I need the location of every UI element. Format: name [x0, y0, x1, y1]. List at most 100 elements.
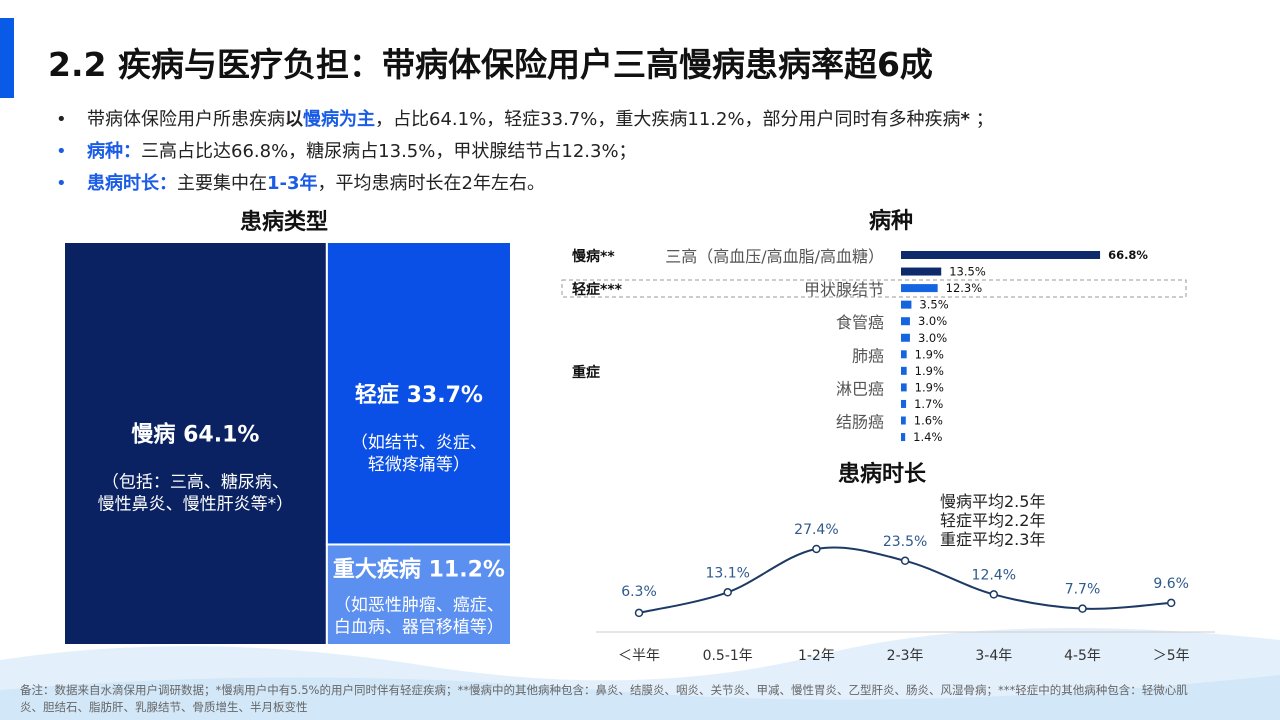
bullet-marker: • — [56, 141, 67, 162]
point — [989, 590, 999, 599]
value-label: 23.5% — [883, 534, 927, 550]
category-label: 轻症 — [355, 382, 399, 408]
chart-title: 病种 — [869, 208, 913, 234]
cell-label: 重大疾病 11.2% — [333, 556, 505, 582]
treemap-cell — [63, 241, 328, 646]
bullet-text: ，占比64.1%，轻症33.7%，重大疾病11.2%，部分用户同时有多种疾病 — [375, 109, 961, 130]
bullet: • 患病时长：主要集中在1-3年，平均患病时长在2年左右。 — [56, 168, 994, 200]
bullet-marker: • — [56, 109, 67, 130]
bar — [901, 267, 942, 276]
accent-bar — [0, 18, 14, 98]
value-label: 1.7% — [914, 397, 943, 411]
x-tick-label: 3-4年 — [975, 648, 1012, 664]
value-label: 3.0% — [918, 314, 947, 328]
group-label: 重症 — [572, 364, 600, 381]
value-label: 1.4% — [913, 430, 942, 444]
bar — [901, 433, 906, 442]
value-label: 12.4% — [972, 567, 1016, 583]
category-label: 慢病 — [131, 422, 175, 448]
cell-note: （如结节、炎症、 — [351, 433, 487, 453]
value-label: 27.4% — [794, 522, 838, 538]
value-label: 12.3% — [946, 281, 983, 295]
point — [812, 544, 821, 554]
annotation: 轻症平均2.2年 — [940, 511, 1045, 530]
value-label: 66.8% — [1108, 248, 1148, 262]
wave-background — [0, 675, 1280, 720]
group-label: 轻症*** — [572, 281, 623, 298]
bullet-list: • 带病体保险用户所患疾病以慢病为主，占比64.1%，轻症33.7%，重大疾病11… — [56, 104, 994, 200]
chart-title-bg — [205, 202, 363, 242]
value-label: 33.7% — [407, 383, 483, 408]
category-label: 淋巴癌 — [836, 379, 884, 398]
bullet-text: 三高占比达66.8%，糖尿病占13.5%，甲状腺结节占12.3%； — [141, 141, 637, 162]
bullet: • 带病体保险用户所患疾病以慢病为主，占比64.1%，轻症33.7%，重大疾病11… — [56, 104, 994, 136]
value-label: 6.3% — [621, 584, 657, 600]
category-label: 结肠癌 — [836, 413, 884, 432]
bar — [901, 284, 938, 293]
bar — [901, 251, 1101, 259]
x-tick-label: 0.5-1年 — [703, 648, 753, 664]
value-label: 3.5% — [919, 298, 948, 312]
bullet-text: 带病体保险用户所患疾病 — [87, 109, 285, 130]
point — [723, 588, 732, 597]
value-label: 7.7% — [1065, 582, 1101, 598]
annotation: 重症平均2.3年 — [940, 530, 1045, 549]
bullet: • 病种：三高占比达66.8%，糖尿病占13.5%，甲状腺结节占12.3%； — [56, 136, 994, 168]
x-tick-label: ＞5年 — [1153, 648, 1190, 664]
value-label: 1.6% — [914, 414, 943, 428]
value-label: 1.9% — [915, 364, 944, 378]
value-label: 11.2% — [429, 557, 505, 582]
category-label: 食管癌 — [836, 313, 884, 332]
chart-title-bg — [796, 201, 986, 241]
bullet-text: 主要集中在 — [177, 173, 267, 194]
point — [634, 608, 644, 618]
annotation: 慢病平均2.5年 — [940, 492, 1045, 511]
point — [1078, 604, 1087, 613]
chart-title: 患病类型 — [240, 209, 328, 235]
bullet-text: 以 — [285, 109, 303, 130]
point — [1166, 598, 1176, 608]
cell-note: （包括：三高、糖尿病、 — [102, 473, 289, 493]
bullet-text: ； — [969, 109, 994, 130]
bar — [901, 350, 907, 359]
group-label: 慢病** — [572, 248, 615, 265]
bar — [901, 416, 906, 425]
category-label: 重大疾病 — [333, 556, 421, 582]
x-tick-label: 4-5年 — [1064, 648, 1101, 664]
bar — [901, 317, 910, 326]
footnote: 备注：数据来自水滴保用户调研数据；*慢病用户中有5.5%的用户同时伴有轻症疾病；… — [20, 683, 1188, 714]
value-label: 13.5% — [949, 265, 986, 279]
x-tick-label: 2-3年 — [887, 648, 924, 664]
chart-title-bg — [717, 454, 1047, 494]
bullet-text: * — [960, 109, 970, 130]
treemap-cell — [325, 241, 512, 546]
bar — [901, 366, 907, 375]
x-tick-label: 1-2年 — [798, 648, 835, 664]
bar — [901, 333, 910, 342]
cell-note: 白血病、器官移植等） — [334, 617, 504, 637]
bullet-marker: • — [56, 173, 67, 194]
category-label: 甲状腺结节 — [804, 280, 884, 299]
chart-title: 患病时长 — [838, 461, 927, 487]
x-tick-label: ＜半年 — [618, 648, 660, 664]
cell-note: （如恶性肿瘤、癌症、 — [334, 595, 504, 615]
bullet-text: 患病时长： — [87, 173, 177, 194]
slide-title: 2.2 疾病与医疗负担：带病体保险用户三高慢病患病率超6成 — [48, 45, 933, 84]
value-label: 3.0% — [918, 331, 947, 345]
cell-label: 慢病 64.1% — [131, 422, 259, 448]
cell-label: 轻症 33.7% — [355, 382, 483, 408]
value-label: 1.9% — [915, 380, 944, 394]
treemap-cell — [325, 543, 512, 646]
value-label: 13.1% — [705, 565, 749, 581]
bullet-text: 慢病为主 — [303, 109, 375, 130]
bullet-text: 1-3年 — [267, 173, 318, 194]
category-label: 肺癌 — [852, 346, 884, 365]
bullet-text: 病种： — [87, 141, 141, 162]
category-label: 三高（高血压/高血脂/高血糖） — [665, 247, 884, 266]
bar — [901, 383, 907, 392]
value-label: 64.1% — [183, 423, 259, 448]
bar — [901, 399, 907, 408]
value-label: 1.9% — [915, 347, 944, 361]
